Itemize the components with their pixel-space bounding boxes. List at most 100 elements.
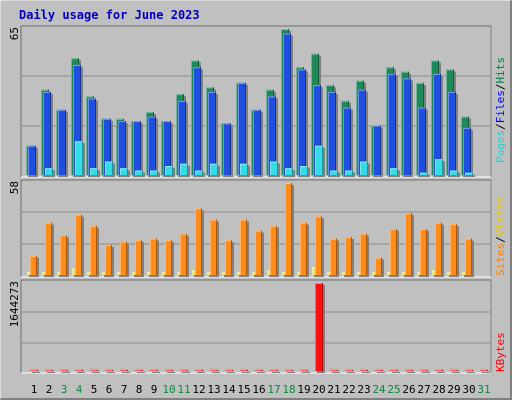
files-bar-edge [253,109,254,175]
sites-bar-edge [345,236,346,275]
x-tick-label: 24 [372,383,386,396]
files-bar [253,109,261,175]
sites-bar-shade [81,214,82,275]
pages-bar-edge [45,168,46,175]
x-tick-label: 7 [121,383,128,396]
pages-bar-highlight [285,168,293,170]
x-tick-label: 11 [177,383,190,396]
pages-bar [360,161,368,175]
kbytes-bar-highlight [450,369,458,371]
kbytes-bar-edge [210,369,211,371]
kbytes-bar-shade [247,369,248,371]
kbytes-bar-shadow [92,371,100,373]
pages-bar-highlight [105,161,113,163]
files-bar-shade [365,89,366,175]
pages-bar-shade [202,170,203,175]
pages-bar-shade [352,170,353,175]
hits-bar-highlight [281,29,289,30]
files-bar-highlight [163,121,171,123]
sites-bar-highlight [210,219,217,221]
sites-bar [255,230,262,275]
pages-bar-edge [150,170,151,175]
kbytes-bar-highlight [75,369,83,371]
files-bar [388,73,396,175]
files-bar [43,91,51,175]
sites-bar [390,229,397,275]
pages-bar-highlight [420,172,428,174]
x-tick-label: 17 [267,383,280,396]
files-bar [283,33,291,175]
pages-bar [435,159,443,175]
pages-bar-shadow [422,174,430,177]
pages-bar-highlight [390,168,398,170]
pages-bar-highlight [300,166,308,168]
sites-bar-highlight [75,214,82,216]
files-bar [373,125,381,175]
kbytes-bar-shadow [332,371,340,373]
pages-bar-edge [315,145,316,175]
visits-bar-edge [312,267,313,275]
sites-bar [300,222,307,275]
pages-bar [420,172,428,175]
pages-bar-edge [135,170,136,175]
sites-bar-highlight [165,240,172,242]
pages-bar [150,170,158,175]
sites-bar-highlight [60,235,67,237]
kbytes-bar-shade [67,369,68,371]
sites-bar-highlight [120,241,127,243]
x-tick-label: 1 [31,383,38,396]
visits-bar-edge [357,271,358,275]
files-bar-edge [163,121,164,175]
visits-bar-edge [27,271,28,275]
sites-bar-shade [366,233,367,275]
pages-bar-highlight [135,170,143,172]
hits-bar-highlight [341,100,349,102]
files-bar [328,91,336,175]
hits-bar-edge [341,100,342,175]
sites-bar [435,222,442,275]
sites-bar-shade [321,216,322,275]
kbytes-bar-edge [300,369,301,371]
files-bar-highlight [223,123,231,125]
pages-bar [105,161,113,175]
visits-bar-edge [267,270,268,275]
sites-bar-edge [405,213,406,275]
files-bar-highlight [268,96,276,98]
legend-bottom: KBytes [494,332,507,372]
kbytes-bar-highlight [465,369,473,371]
files-bar-highlight [328,91,336,93]
kbytes-bar-edge [240,369,241,371]
pages-bar-highlight [465,172,473,174]
pages-bar-highlight [435,159,443,161]
x-tick-label: 22 [342,383,355,396]
pages-bar-edge [300,166,301,175]
hits-bar-edge [386,67,387,175]
sites-bar-edge [225,240,226,275]
sites-bar [270,225,277,275]
hits-bar-edge [266,89,267,175]
pages-bar-shade [217,163,218,175]
sites-bar-highlight [150,238,157,240]
files-bar-shade [170,121,171,175]
files-bar [58,109,66,175]
hits-bar-edge [86,96,87,175]
kbytes-bar-edge [30,369,31,371]
kbytes-bar-shade [172,369,173,371]
sites-bar-highlight [360,233,367,235]
files-bar-highlight [103,118,111,120]
kbytes-bar-highlight [480,369,488,371]
sites-bar-shade [66,235,67,275]
kbytes-bar-edge [90,369,91,371]
pages-bar-edge [75,141,76,175]
pages-bar-shade [157,170,158,175]
kbytes-bar-edge [135,369,136,371]
sites-bar [360,233,367,275]
kbytes-bar-shadow [362,371,370,373]
pages-bar-highlight [75,141,83,143]
kbytes-bar [315,283,323,371]
hits-bar-edge [431,60,432,176]
kbytes-bar-highlight [255,369,263,371]
kbytes-bar-shadow [377,371,385,373]
files-bar [343,107,351,175]
pages-bar-edge [120,168,121,175]
